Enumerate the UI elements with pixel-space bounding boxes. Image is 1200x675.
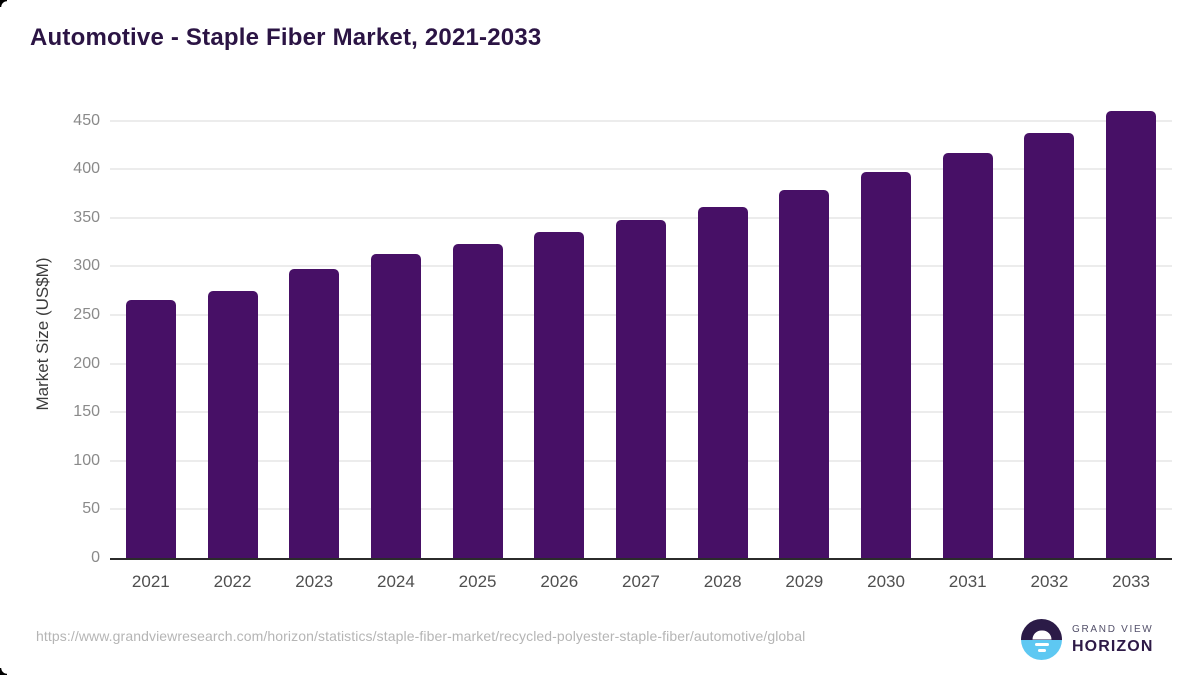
logo-sun-dome [1032, 630, 1051, 640]
x-tick-label: 2030 [867, 572, 905, 591]
bar-2029[interactable] [779, 189, 830, 558]
bar-slot [845, 109, 927, 558]
source-url: https://www.grandviewresearch.com/horizo… [36, 628, 806, 644]
bar-slot [1090, 109, 1172, 558]
x-tick-label: 2031 [948, 572, 987, 591]
bar-slot [1009, 109, 1091, 558]
corner-artifact-bottom-left [0, 668, 7, 675]
logo-wordmark: GRAND VIEW HORIZON [1072, 624, 1153, 656]
y-tick-label: 450 [73, 111, 100, 129]
bar-2024[interactable] [370, 253, 421, 558]
grand-view-horizon-logo: GRAND VIEW HORIZON [1021, 619, 1153, 660]
bar-slot [355, 109, 437, 558]
bar-2022[interactable] [207, 290, 258, 558]
bar-2023[interactable] [289, 269, 340, 558]
x-tick-label: 2027 [622, 572, 660, 591]
x-tick-label: 2026 [540, 572, 579, 591]
logo-grand-view-text: GRAND VIEW [1072, 623, 1154, 635]
bar-2021[interactable] [125, 300, 176, 558]
x-tick-label: 2025 [458, 572, 497, 591]
bar-slot [273, 109, 355, 558]
y-tick-label: 400 [73, 160, 100, 178]
bar-slot [437, 109, 519, 558]
y-tick-label: 50 [82, 500, 100, 518]
bar-slot [682, 109, 764, 558]
bar-slot [927, 109, 1009, 558]
chart-title: Automotive - Staple Fiber Market, 2021-2… [30, 24, 542, 51]
bar-2031[interactable] [942, 152, 993, 558]
y-tick-label: 250 [73, 306, 100, 324]
plot-area [110, 109, 1172, 560]
x-tick-label: 2023 [295, 572, 334, 591]
gridline [110, 168, 1172, 171]
x-tick-label: 2029 [785, 572, 824, 591]
x-tick-label: 2033 [1112, 572, 1150, 591]
y-axis-tick-labels: 0 50 100 150 200 250 300 350 400 450 [0, 109, 100, 566]
x-tick-label: 2022 [213, 572, 252, 591]
bar-2028[interactable] [697, 207, 748, 558]
bar-slot [600, 109, 682, 558]
x-tick-label: 2024 [376, 572, 415, 591]
x-tick-label: 2032 [1030, 572, 1069, 591]
bar-slot [764, 109, 846, 558]
y-tick-label: 200 [73, 354, 100, 372]
gridline [110, 119, 1172, 122]
x-tick-label: 2021 [131, 572, 170, 591]
gridline [110, 216, 1172, 219]
y-tick-label: 0 [91, 549, 100, 566]
logo-sky-half [1021, 619, 1062, 640]
x-tick-label: 2028 [703, 572, 742, 591]
y-tick-label: 300 [73, 257, 100, 275]
y-tick-label: 350 [73, 208, 100, 226]
logo-ripple-line [1034, 643, 1049, 646]
bar-slot [192, 109, 274, 558]
y-tick-label: 100 [73, 451, 100, 469]
bar-series [110, 109, 1172, 558]
logo-ripple-line [1037, 648, 1046, 652]
bar-2030[interactable] [861, 172, 912, 558]
bar-2025[interactable] [452, 244, 503, 558]
bar-slot [110, 109, 192, 558]
bar-2026[interactable] [534, 232, 585, 558]
horizon-sunrise-icon [1021, 619, 1062, 660]
bar-2027[interactable] [615, 219, 666, 558]
logo-horizon-text: HORIZON [1072, 637, 1154, 655]
y-tick-label: 150 [73, 403, 100, 421]
bar-2033[interactable] [1106, 110, 1157, 558]
corner-artifact-top-left [0, 0, 7, 7]
bar-slot [518, 109, 600, 558]
x-axis-tick-labels: 2021 2022 2023 2024 2025 2026 2027 2028 2029 2030… [110, 560, 1172, 592]
bar-2032[interactable] [1024, 133, 1075, 558]
